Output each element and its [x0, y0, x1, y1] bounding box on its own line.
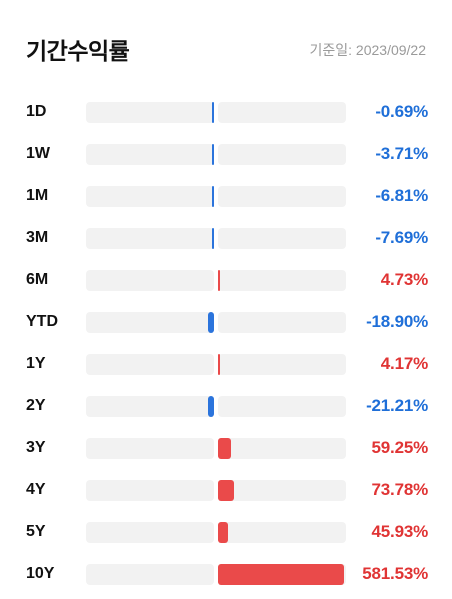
positive-return-bar: [218, 270, 220, 291]
return-value: 4.17%: [380, 354, 428, 373]
positive-return-bar: [218, 354, 220, 375]
return-value: 581.53%: [362, 564, 428, 583]
negative-track: [86, 228, 214, 249]
return-value: -18.90%: [366, 312, 428, 331]
positive-track: [218, 270, 346, 291]
period-label: 10Y: [26, 565, 55, 582]
positive-track: [218, 396, 346, 417]
negative-return-bar: [208, 396, 214, 417]
negative-track: [86, 480, 214, 501]
positive-track: [218, 480, 346, 501]
return-row: 1Y 4.17%: [26, 344, 428, 386]
positive-track: [218, 438, 346, 459]
negative-return-bar: [208, 312, 214, 333]
return-row: 5Y 45.93%: [26, 512, 428, 554]
negative-track: [86, 354, 214, 375]
return-value: 59.25%: [371, 438, 429, 457]
return-row: 3Y 59.25%: [26, 428, 428, 470]
negative-track: [86, 186, 214, 207]
return-value: 45.93%: [371, 522, 429, 541]
period-label: 1M: [26, 187, 49, 204]
positive-track: [218, 354, 346, 375]
period-label: 3M: [26, 229, 49, 246]
negative-track: [86, 144, 214, 165]
negative-track: [86, 312, 214, 333]
positive-track: [218, 102, 346, 123]
return-row: 1W -3.71%: [26, 134, 428, 176]
negative-return-bar: [212, 228, 214, 249]
period-label: 5Y: [26, 523, 46, 540]
return-value: -6.81%: [375, 186, 428, 205]
negative-track: [86, 270, 214, 291]
returns-list: 1D -0.69% 1W -3.71% 1M -6.81% 3M -7.69% 6M 4.73% Y…: [26, 92, 428, 596]
positive-track: [218, 228, 346, 249]
period-label: 4Y: [26, 481, 46, 498]
period-label: 6M: [26, 271, 49, 288]
return-row: YTD -18.90%: [26, 302, 428, 344]
negative-track: [86, 396, 214, 417]
return-value: -21.21%: [366, 396, 428, 415]
period-label: 1W: [26, 145, 50, 162]
return-row: 4Y 73.78%: [26, 470, 428, 512]
return-value: -7.69%: [375, 228, 428, 247]
return-value: -3.71%: [375, 144, 428, 163]
period-label: YTD: [26, 313, 58, 330]
positive-track: [218, 522, 346, 543]
return-value: -0.69%: [375, 102, 428, 121]
return-value: 4.73%: [380, 270, 428, 289]
return-value: 73.78%: [371, 480, 429, 499]
return-row: 1M -6.81%: [26, 176, 428, 218]
return-row: 6M 4.73%: [26, 260, 428, 302]
positive-track: [218, 312, 346, 333]
return-row: 10Y 581.53%: [26, 554, 428, 596]
positive-track: [218, 186, 346, 207]
period-label: 3Y: [26, 439, 46, 456]
return-row: 2Y -21.21%: [26, 386, 428, 428]
returns-header: 기간수익률 기준일: 2023/09/22: [26, 28, 426, 68]
negative-return-bar: [212, 102, 214, 123]
negative-return-bar: [212, 186, 214, 207]
as-of-date: 기준일: 2023/09/22: [309, 42, 427, 58]
period-label: 1D: [26, 103, 47, 120]
negative-track: [86, 522, 214, 543]
period-label: 1Y: [26, 355, 46, 372]
period-label: 2Y: [26, 397, 46, 414]
negative-track: [86, 564, 214, 585]
section-title: 기간수익률: [26, 38, 130, 64]
negative-track: [86, 102, 214, 123]
negative-return-bar: [212, 144, 214, 165]
positive-return-bar: [218, 480, 234, 501]
positive-return-bar: [218, 564, 344, 585]
return-row: 3M -7.69%: [26, 218, 428, 260]
negative-track: [86, 438, 214, 459]
positive-track: [218, 144, 346, 165]
positive-return-bar: [218, 522, 228, 543]
return-row: 1D -0.69%: [26, 92, 428, 134]
positive-return-bar: [218, 438, 231, 459]
